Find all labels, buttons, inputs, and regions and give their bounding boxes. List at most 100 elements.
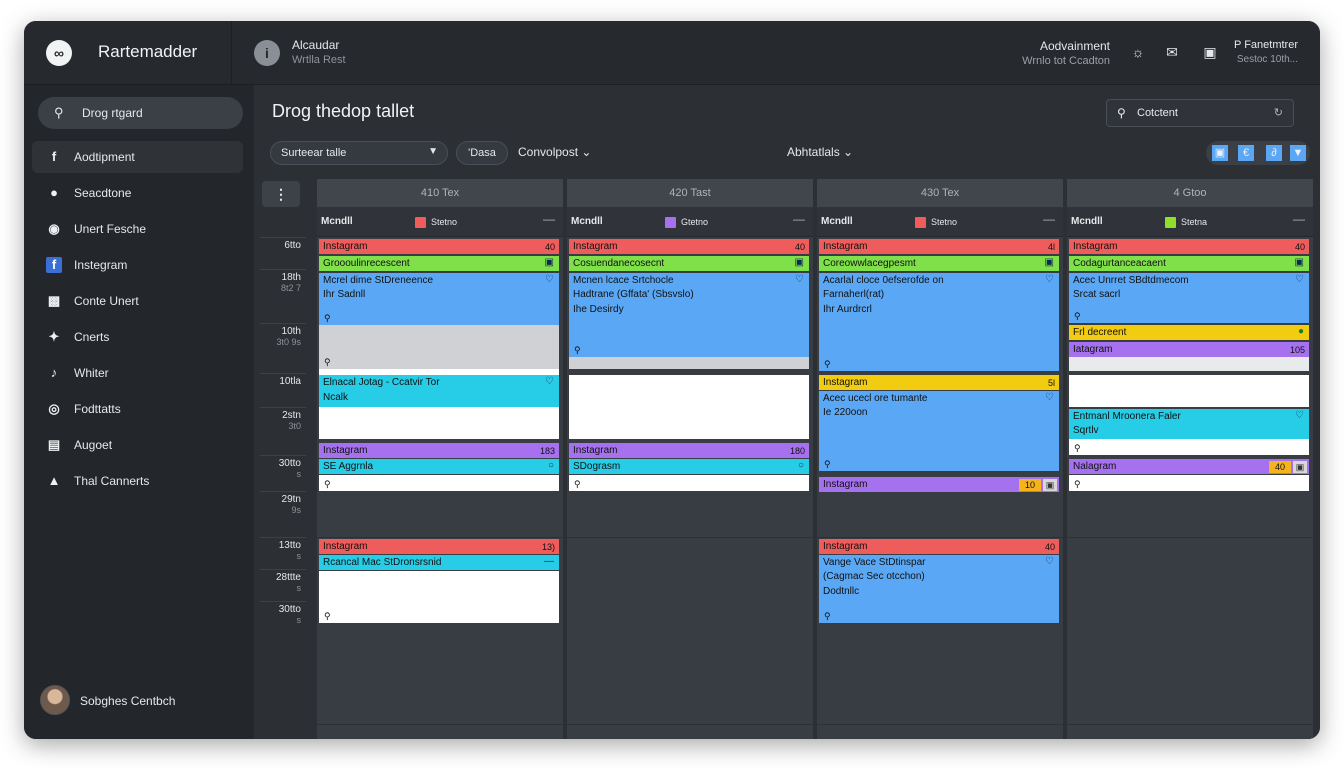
sidebar-search[interactable]: ⚲ Drog rtgard: [38, 97, 243, 129]
event-card[interactable]: SE Aggrnla ○: [319, 459, 559, 474]
day-subheader: Mcndll Stetna —: [1067, 207, 1313, 237]
event-card[interactable]: Mcnen lcace Srtchocle Hadtrane (Gffata' (…: [569, 273, 809, 357]
sidebar-item-label: Thal Cannerts: [74, 474, 150, 488]
collapse-icon[interactable]: —: [793, 212, 805, 226]
top-bar: ∞ Rartemadder i Alcaudar Wrtlla Rest Aod…: [24, 21, 1320, 85]
date-pill-button[interactable]: 'Dasa: [456, 141, 508, 165]
sidebar-item-label: Instegram: [74, 258, 128, 272]
circle-icon: ●: [50, 185, 58, 200]
day-header[interactable]: 4 Gtoo: [1067, 179, 1313, 207]
day-sub-name: Mcndll: [321, 216, 353, 227]
calendar-icon[interactable]: ▣: [1203, 44, 1217, 60]
event-card[interactable]: ⚲: [319, 571, 559, 623]
profile-name[interactable]: P Fanetmtrer: [1234, 39, 1298, 51]
collapse-icon[interactable]: —: [1293, 212, 1305, 226]
sidebar-item-augoet[interactable]: ▤ Augoet: [32, 429, 243, 461]
event-card[interactable]: Coreowwlacegpesmt ▣: [819, 256, 1059, 271]
sidebar-item-thal-cannerts[interactable]: ▲ Thal Cannerts: [32, 465, 243, 497]
time-column: ⋮ 6tto 18th 8t2 7 10th 3t0 9s 10tla 2stn 3t…: [260, 179, 306, 739]
filter-select-label: Surteear talle: [281, 147, 347, 159]
event-card[interactable]: Acec Unrret SBdtdmecom Srcat sacrl ♡ ⚲: [1069, 273, 1309, 323]
event-card[interactable]: Vange Vace StDtinspar (Cagmac Sec otcchon…: [819, 555, 1059, 623]
day-sub-name: Mcndll: [571, 216, 603, 227]
event-card[interactable]: Entmanl Mroonera Faler Sqrtlv ♡: [1069, 409, 1309, 439]
circle-icon: ○: [547, 460, 554, 471]
sidebar-item-conte-unert[interactable]: ▩ Conte Unert: [32, 285, 243, 317]
event-card[interactable]: Codagurtanceacaent ▣: [1069, 256, 1309, 271]
event-card[interactable]: Instagram 180: [569, 443, 809, 458]
clear-icon[interactable]: ↻: [1273, 107, 1283, 119]
event-card[interactable]: Instagram 5l: [819, 375, 1059, 390]
event-card[interactable]: ⚲: [1069, 475, 1309, 491]
event-card[interactable]: Instagram 10 ▣: [819, 477, 1059, 492]
status-label: Stetno: [931, 217, 958, 227]
hour-divider: [817, 724, 1063, 725]
page-title: Drog thedop tallet: [272, 101, 415, 121]
event-card[interactable]: Frl decreent ●: [1069, 325, 1309, 340]
channel-dropdown[interactable]: Convolpost ⌄: [518, 145, 591, 159]
day-subheader: Mcndll Gtetno —: [567, 207, 813, 237]
event-card[interactable]: Acarlal cloce 0efserofde on Farnaherl(rat…: [819, 273, 1059, 371]
channel-dropdown-label: Convolpost: [518, 145, 579, 159]
sidebar-item-unert-fesche[interactable]: ◉ Unert Fesche: [32, 213, 243, 245]
sidebar-item-cnerts[interactable]: ✦ Cnerts: [32, 321, 243, 353]
time-slot: 30tto s: [260, 455, 306, 489]
sidebar-item-label: Unert Fesche: [74, 222, 147, 236]
event-card[interactable]: Cosuendanecosecnt ▣: [569, 256, 809, 271]
sidebar-item-seacdtone[interactable]: ● Seacdtone: [32, 177, 243, 209]
event-card[interactable]: ⚲: [319, 475, 559, 491]
analytics-dropdown[interactable]: Abhtatlals ⌄: [787, 145, 853, 159]
settings-icon[interactable]: ∂: [1266, 145, 1282, 161]
event-card[interactable]: Instagram 40: [1069, 239, 1309, 254]
filter-select[interactable]: Surteear talle ▼: [270, 141, 448, 165]
sidebar-item-whiter[interactable]: ♪ Whiter: [32, 357, 243, 389]
brand: ∞ Rartemadder: [24, 21, 232, 85]
event-card[interactable]: SDograsm ○: [569, 459, 809, 474]
collapse-icon[interactable]: —: [1043, 212, 1055, 226]
day-header[interactable]: 430 Tex: [817, 179, 1063, 207]
event-card[interactable]: Rcancal Mac StDronsrsnid —: [319, 555, 559, 570]
collapse-icon[interactable]: —: [543, 212, 555, 226]
heart-icon: ♡: [1045, 392, 1054, 403]
event-card[interactable]: Instagram 40: [319, 239, 559, 254]
search-input[interactable]: ⚲ Cotctent ↻: [1106, 99, 1294, 127]
chevron-down-icon: ⌄: [843, 145, 854, 159]
event-card[interactable]: ⚲: [569, 475, 809, 491]
chart-icon: ▩: [47, 293, 61, 308]
event-card[interactable]: Acec ucecl ore tumante Ie 220oon ♡ ⚲: [819, 391, 1059, 471]
info-icon[interactable]: i: [254, 40, 280, 66]
event-card[interactable]: ⚲: [1069, 439, 1309, 455]
event-card[interactable]: Instagram 40: [569, 239, 809, 254]
sidebar-item-instegram[interactable]: f Instegram: [32, 249, 243, 281]
day-sub-name: Mcndll: [1071, 216, 1103, 227]
list-view-icon[interactable]: €: [1238, 145, 1254, 161]
chevron-down-icon[interactable]: ▼: [1290, 145, 1306, 161]
event-card[interactable]: Groooulinrecescent ▣: [319, 256, 559, 271]
grid-view-icon[interactable]: ▣: [1212, 145, 1228, 161]
event-card[interactable]: Instagram 183: [319, 443, 559, 458]
time-slot: 18th 8t2 7: [260, 269, 306, 321]
event-card[interactable]: Instagram 40: [819, 539, 1059, 554]
pin-icon: ⚲: [324, 313, 331, 323]
event-card[interactable]: Instagram 13): [319, 539, 559, 554]
event-card[interactable]: Instagram 4l: [819, 239, 1059, 254]
event-card[interactable]: Iatagram 105: [1069, 342, 1309, 357]
more-options-icon[interactable]: ⋮: [262, 181, 300, 207]
event-card[interactable]: Nalagram 40 ▣: [1069, 459, 1309, 474]
day-header[interactable]: 420 Tast: [567, 179, 813, 207]
sidebar-item-label: Conte Unert: [74, 294, 139, 308]
event-empty: [1069, 375, 1309, 407]
hour-divider: [567, 724, 813, 725]
sidebar-item-fodttatts[interactable]: ◎ Fodttatts: [32, 393, 243, 425]
minus-icon: —: [544, 556, 554, 567]
sidebar-item-label: Cnerts: [74, 330, 110, 344]
hour-divider: [317, 537, 563, 538]
event-card[interactable]: Elnacal Jotag - Ccatvir Tor Ncalk ♡: [319, 375, 559, 407]
day-column: 4 Gtoo Mcndll Stetna — Instagram 40 Codag…: [1067, 179, 1313, 739]
notifications-icon[interactable]: ☼: [1131, 44, 1145, 60]
sidebar-item-aodtipment[interactable]: f Aodtipment: [32, 141, 243, 173]
inbox-icon[interactable]: ✉: [1166, 44, 1178, 60]
day-header[interactable]: 410 Tex: [317, 179, 563, 207]
event-card[interactable]: Mcrel dime StDreneence Ihr Sadnll ♡ ⚲: [319, 273, 559, 325]
event-card[interactable]: ⚲: [319, 325, 559, 369]
